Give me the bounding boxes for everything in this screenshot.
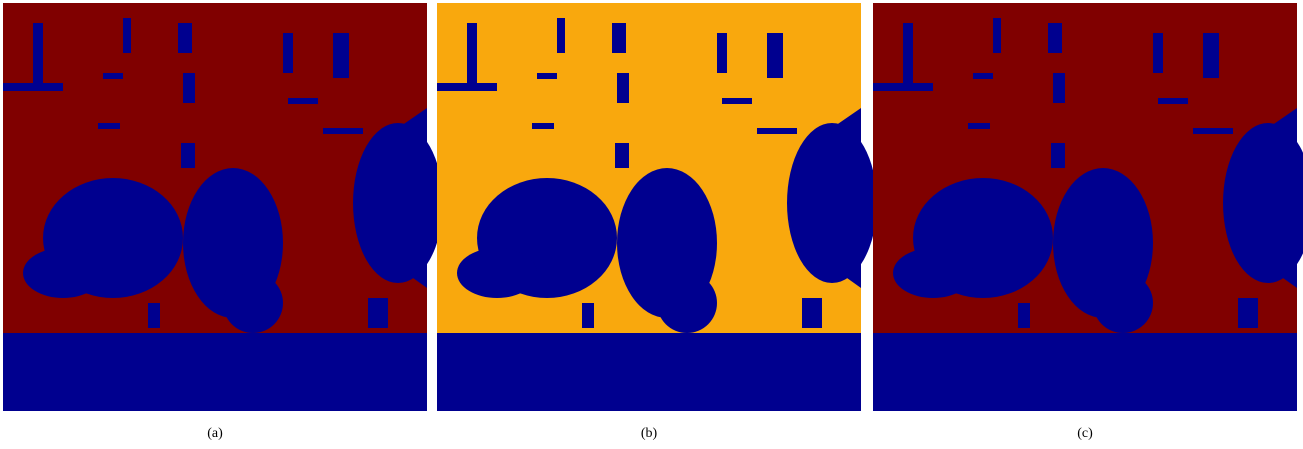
figure: .bld{fill:inherit} (a) (b) (c)	[0, 0, 1303, 449]
panel-b-image	[437, 3, 877, 411]
page: .bld{fill:inherit} (a) (b) (c) (() => { …	[0, 0, 1303, 449]
panel-a-image	[3, 3, 443, 411]
caption: (c)	[1077, 426, 1093, 441]
panel-c-image	[873, 3, 1303, 411]
caption: (a)	[207, 426, 223, 441]
caption: (b)	[641, 426, 658, 441]
